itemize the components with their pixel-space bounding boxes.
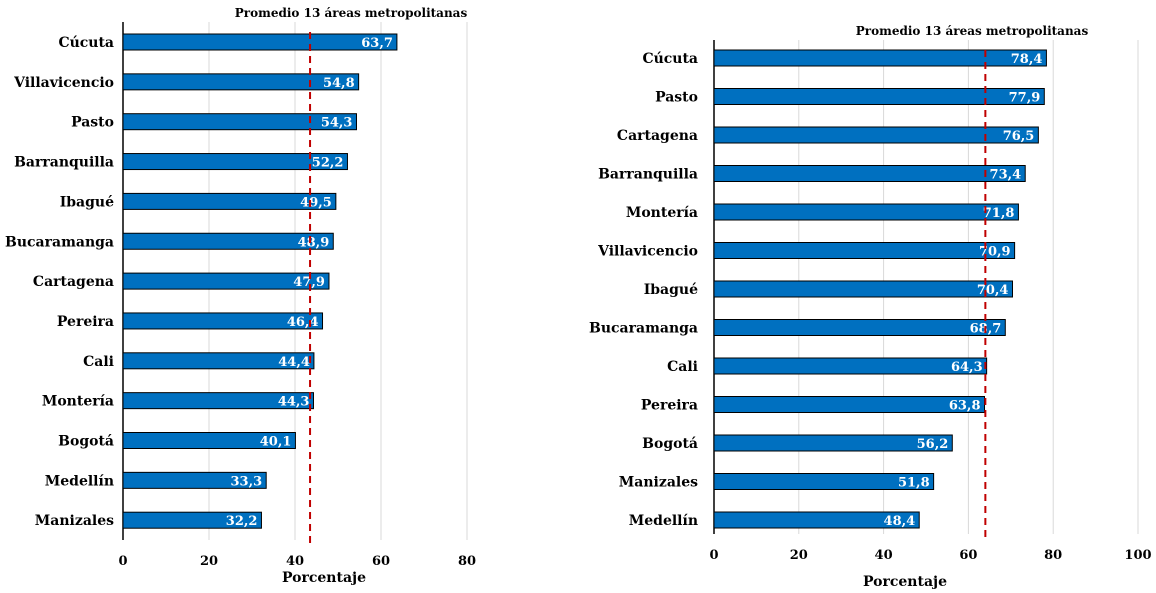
bar [122, 272, 330, 290]
bar [713, 49, 1047, 67]
category-label: Pasto [71, 115, 114, 131]
bar [122, 432, 296, 449]
data-label: 77,9 [1009, 91, 1041, 106]
data-label: 52,2 [312, 156, 344, 171]
data-label: 70,4 [977, 283, 1009, 298]
chart-right: Cúcuta 78,4 Pasto 77,9 Cartagena 76,5 Barranqu… [589, 24, 1152, 590]
data-label: 48,9 [298, 235, 330, 250]
bar [122, 153, 348, 171]
category-label: Cartagena [617, 128, 698, 144]
data-label: 32,2 [226, 514, 258, 529]
data-label: 44,3 [278, 395, 310, 410]
x-tick-label: 80 [1044, 548, 1062, 563]
category-label: Ibagué [644, 282, 698, 298]
data-label: 54,3 [321, 116, 353, 131]
bar [122, 471, 267, 489]
bar [122, 511, 262, 529]
x-tick-label: 20 [200, 554, 218, 569]
bar [122, 113, 357, 131]
bar [713, 203, 1019, 221]
data-label: 76,5 [1003, 129, 1035, 144]
category-label: Montería [42, 394, 114, 410]
data-label: 56,2 [917, 437, 949, 452]
x-tick-label: 60 [372, 554, 390, 569]
category-label: Cali [83, 354, 114, 370]
data-label: 54,8 [323, 76, 355, 91]
bar [122, 73, 360, 91]
x-tick-label: 0 [709, 548, 718, 563]
x-tick-label: 80 [458, 554, 476, 569]
data-label: 63,7 [361, 36, 393, 51]
data-label: 33,3 [231, 474, 263, 489]
category-label: Bucaramanga [5, 234, 114, 250]
category-label: Pereira [641, 398, 698, 414]
data-label: 44,4 [278, 355, 310, 370]
bar [122, 352, 315, 370]
bar [122, 192, 337, 210]
bar [713, 396, 986, 413]
x-axis-label: Porcentaje [863, 574, 947, 590]
category-label: Bogotá [58, 434, 114, 450]
category-label: Barranquilla [14, 155, 114, 171]
bar [713, 126, 1039, 144]
bar [713, 280, 1013, 298]
data-label: 47,9 [293, 275, 325, 290]
x-tick-label: 20 [790, 548, 808, 563]
x-tick-label: 40 [875, 548, 893, 563]
data-label: 63,8 [949, 399, 981, 414]
category-label: Bucaramanga [589, 321, 698, 337]
data-label: 70,9 [979, 245, 1011, 260]
category-label: Barranquilla [598, 167, 698, 183]
bar [122, 33, 398, 51]
bar [713, 165, 1026, 182]
bar [122, 232, 334, 250]
category-label: Cartagena [33, 274, 114, 290]
bar [713, 242, 1016, 259]
data-label: 48,4 [884, 514, 916, 529]
category-label: Cali [667, 359, 698, 375]
reference-line-label: Promedio 13 áreas metropolitanas [235, 6, 468, 20]
category-label: Manizales [619, 475, 698, 491]
data-label: 46,4 [287, 315, 319, 330]
data-label: 40,1 [260, 435, 292, 450]
category-label: Bogotá [642, 436, 698, 452]
x-tick-label: 100 [1124, 548, 1151, 563]
data-label: 49,5 [300, 195, 332, 210]
x-tick-label: 60 [959, 548, 977, 563]
category-label: Manizales [35, 513, 114, 529]
bar [713, 88, 1045, 105]
category-label: Villavicencio [597, 244, 698, 260]
category-label: Villavicencio [13, 75, 114, 91]
x-tick-label: 0 [118, 554, 127, 569]
category-label: Medellín [629, 513, 698, 529]
data-label: 73,4 [990, 168, 1022, 183]
bar [713, 434, 953, 452]
category-label: Pereira [57, 314, 114, 330]
bar [713, 473, 935, 490]
category-label: Medellín [45, 473, 114, 489]
bar [713, 511, 920, 529]
chart-left: Cúcuta 63,7 Villavicencio 54,8 Pasto 54,3 Barr… [5, 6, 476, 586]
category-label: Cúcuta [642, 51, 698, 67]
bar [122, 392, 314, 410]
x-axis-label: Porcentaje [282, 570, 366, 586]
data-label: 71,8 [983, 206, 1015, 221]
category-label: Cúcuta [58, 35, 114, 51]
x-tick-label: 40 [286, 554, 304, 569]
data-label: 64,3 [951, 360, 983, 375]
bar [713, 319, 1006, 336]
reference-line-label: Promedio 13 áreas metropolitanas [856, 24, 1089, 38]
data-label: 78,4 [1011, 52, 1043, 67]
category-label: Ibagué [60, 194, 114, 210]
category-label: Pasto [655, 90, 698, 106]
bar [122, 312, 324, 330]
bar [713, 357, 988, 375]
category-label: Montería [626, 205, 698, 221]
data-label: 51,8 [898, 476, 930, 491]
